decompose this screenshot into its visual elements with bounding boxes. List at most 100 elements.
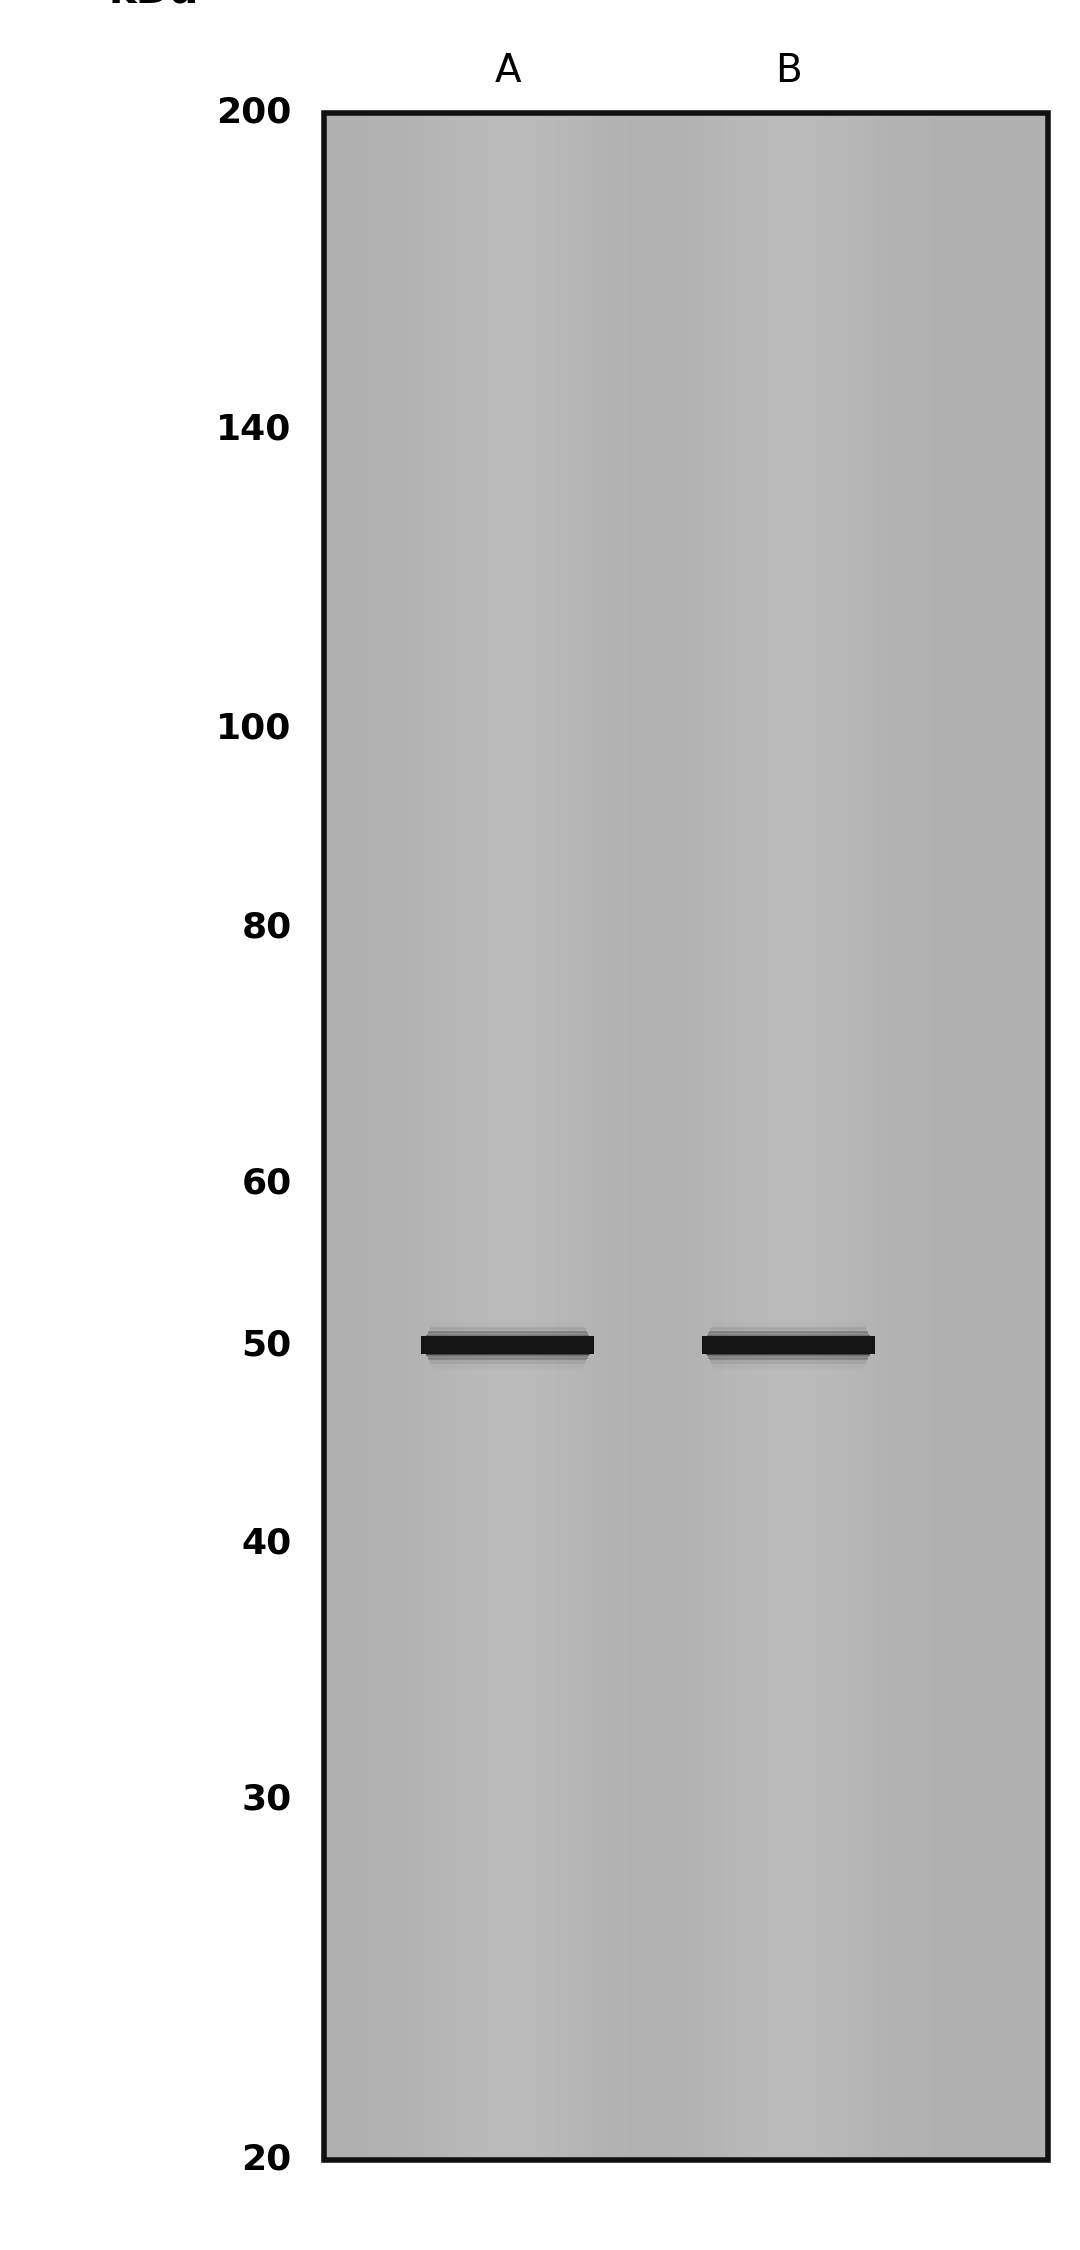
Bar [432,112,436,2160]
Text: 50: 50 [241,1328,292,1361]
Bar [633,112,636,2160]
Bar [590,112,593,2160]
Bar [966,112,969,2160]
Text: 60: 60 [241,1166,292,1199]
Bar [835,112,839,2160]
Bar [932,112,935,2160]
Bar [895,112,900,2160]
Bar [813,112,818,2160]
Bar [343,112,347,2160]
Bar [543,112,546,2160]
Bar [580,112,583,2160]
Bar [524,112,528,2160]
Bar [492,112,497,2160]
Bar [401,112,405,2160]
Bar [666,112,670,2160]
Bar [927,112,931,2160]
Bar [545,112,550,2160]
Bar [951,112,955,2160]
Bar [985,112,988,2160]
Bar [649,112,653,2160]
Bar [762,112,767,2160]
Bar [586,112,591,2160]
Bar [575,112,579,2160]
Bar [498,112,501,2160]
Bar [375,112,378,2160]
Bar [1018,112,1022,2160]
Bar [669,112,673,2160]
Bar [809,112,812,2160]
Bar [782,112,786,2160]
Bar [382,112,386,2160]
Bar [741,112,745,2160]
Bar [490,112,494,2160]
Bar [725,112,728,2160]
Bar [461,112,465,2160]
Bar [924,112,928,2160]
Bar [527,112,530,2160]
Bar [570,112,573,2160]
Text: kDa: kDa [108,0,199,11]
Bar [678,112,683,2160]
Bar [883,112,887,2160]
Bar [334,112,337,2160]
Bar [341,112,345,2160]
Bar [1007,112,1010,2160]
Bar [324,112,1048,2160]
Bar [707,112,711,2160]
Bar [451,112,456,2160]
Bar [572,112,576,2160]
Bar [449,112,453,2160]
Bar [850,112,853,2160]
Bar [1040,112,1044,2160]
Bar [717,112,720,2160]
Bar [1028,112,1031,2160]
Text: 80: 80 [241,911,292,945]
Bar [563,112,566,2160]
Bar [508,112,511,2160]
Bar [504,112,509,2160]
Bar [961,112,964,2160]
Bar [423,112,427,2160]
Bar [514,112,518,2160]
Bar [645,112,648,2160]
Bar [336,112,339,2160]
Bar [447,112,450,2160]
Bar [549,112,552,2160]
Bar [987,112,990,2160]
Bar [801,112,805,2160]
Bar [369,112,374,2160]
Bar [437,112,441,2160]
Bar [754,112,757,2160]
Bar [963,112,967,2160]
Bar [915,112,918,2160]
Bar [406,112,409,2160]
Bar [428,112,431,2160]
Bar [770,112,773,2160]
Bar [703,112,706,2160]
Bar [1030,112,1035,2160]
Bar [787,112,791,2160]
Bar [893,112,896,2160]
Bar [464,112,468,2160]
Bar [476,112,480,2160]
Bar [531,112,535,2160]
Bar [672,112,675,2160]
Bar [602,112,605,2160]
Bar [794,112,798,2160]
Bar [328,112,333,2160]
Bar [702,1336,875,1354]
Bar [973,112,976,2160]
Bar [1002,112,1005,2160]
Bar [845,112,849,2160]
Bar [1045,112,1049,2160]
Bar [886,112,890,2160]
Text: 40: 40 [241,1528,292,1561]
Bar [467,112,470,2160]
Bar [942,112,945,2160]
Bar [881,112,885,2160]
Bar [997,112,1000,2160]
Bar [360,112,364,2160]
Bar [971,112,974,2160]
Bar [652,112,656,2160]
